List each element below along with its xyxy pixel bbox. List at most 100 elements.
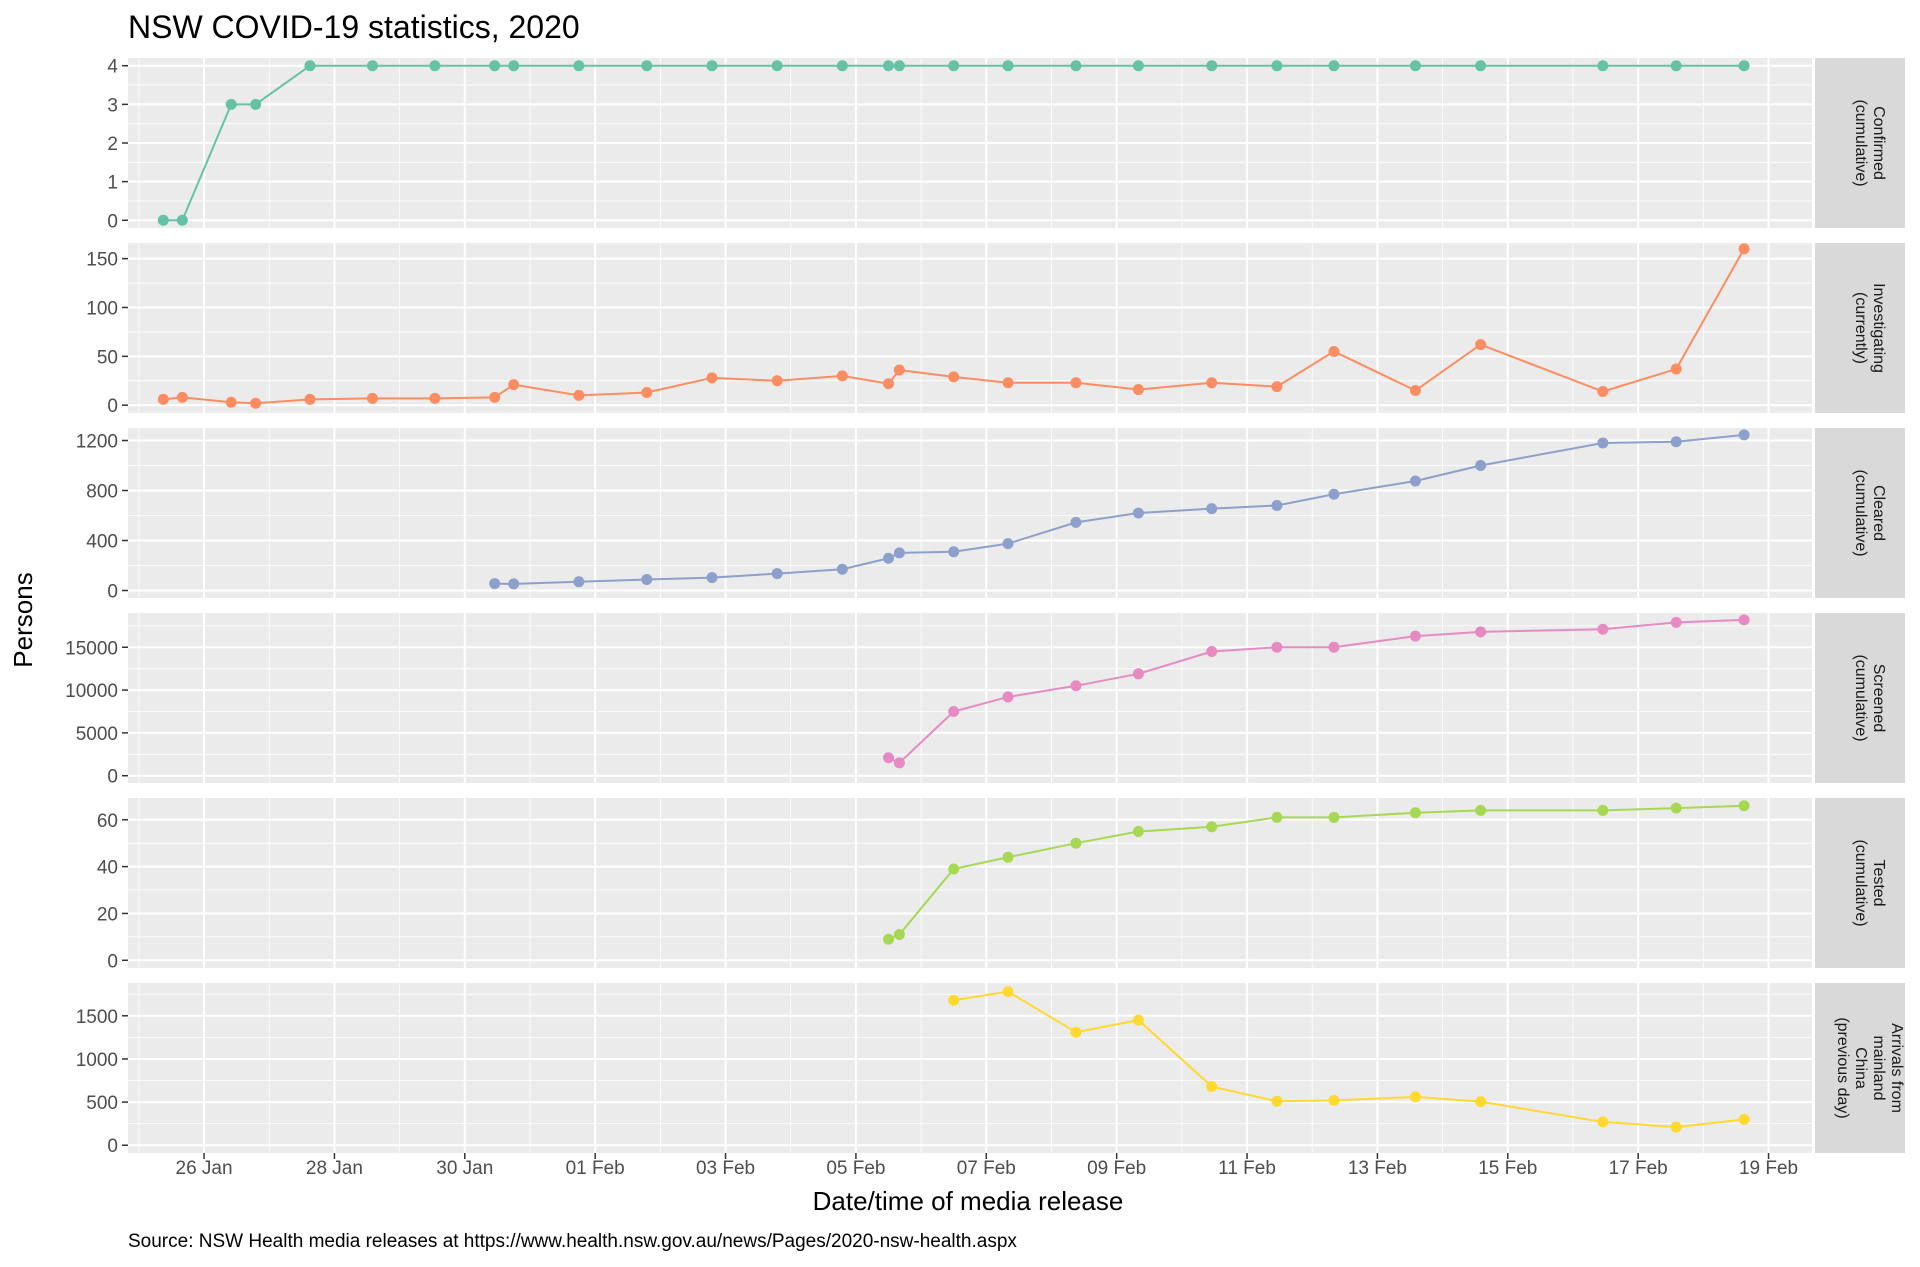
data-point [1002,986,1014,998]
data-point [836,370,848,382]
data-point [225,396,237,408]
data-point [250,397,262,409]
data-point [893,547,905,559]
facet-strip-label: Tested [1870,859,1887,906]
panel-3: 0 400 800 1200 Cleared(cumulative) [76,428,1905,603]
data-point [508,60,520,72]
series-line [888,618,1745,765]
y-tick-label: 0 [107,951,118,972]
x-tick-label: 26 Jan [176,1158,233,1179]
chart-caption: Source: NSW Health media releases at htt… [128,1231,1017,1252]
data-point [1206,503,1218,515]
data-point [429,60,441,72]
data-point [1409,807,1421,819]
data-point [366,60,378,72]
data-point [1738,1113,1750,1125]
data-point [771,375,783,387]
data-point [1132,668,1144,680]
data-point [1132,1014,1144,1026]
facet-strip-label: Arrivals from [1888,1023,1905,1113]
data-point [1132,825,1144,837]
data-point [1328,641,1340,653]
data-point [948,863,960,875]
data-point [366,392,378,404]
data-point [641,60,653,72]
data-point [883,933,895,945]
data-point [1670,1121,1682,1133]
facet-strip-label: Screened [1870,664,1887,733]
data-point [771,60,783,72]
data-point [1206,646,1218,658]
data-point [176,391,188,403]
y-tick-label: 0 [107,211,118,232]
data-point [1002,691,1014,703]
data-point [1475,626,1487,638]
chart-title: NSW COVID-19 statistics, 2020 [128,9,580,45]
panel-background [128,983,1812,1153]
data-point [1738,429,1750,441]
data-point [1597,437,1609,449]
data-point [1670,60,1682,72]
panel-2: 0 50 100 150 Investigating(currently) [86,243,1905,417]
x-tick-label: 17 Feb [1609,1158,1668,1179]
data-point [1070,516,1082,528]
data-point [157,214,169,226]
data-point [1475,339,1487,351]
y-tick-label: 1000 [76,1050,118,1071]
data-point [1206,60,1218,72]
facet-strip [1815,798,1905,968]
data-point [706,60,718,72]
facet-strip [1815,613,1905,783]
data-point [948,705,960,717]
y-tick-label: 60 [97,811,118,832]
data-point [948,371,960,383]
data-point [1328,488,1340,500]
data-point [1738,800,1750,812]
facet-strip [1815,983,1905,1153]
data-point [1475,1096,1487,1108]
facet-strip-label: (currently) [1852,292,1869,364]
facet-strip-label: Confirmed [1870,106,1887,180]
data-point [1070,680,1082,692]
facet-strip [1815,58,1905,228]
y-tick-label: 20 [97,904,118,925]
data-point [1328,1094,1340,1106]
x-tick-label: 09 Feb [1087,1158,1146,1179]
y-tick-label: 400 [86,532,118,553]
data-point [883,60,895,72]
panel-background [128,798,1812,968]
data-point [1409,60,1421,72]
x-tick-label: 30 Jan [436,1158,493,1179]
data-point [1597,60,1609,72]
y-tick-label: 1200 [76,432,118,453]
data-point [1002,60,1014,72]
data-point [836,60,848,72]
data-point [489,60,501,72]
series-line [953,990,1745,1129]
data-point [883,752,895,764]
x-tick-label: 13 Feb [1348,1158,1407,1179]
x-tick-label: 11 Feb [1218,1158,1276,1179]
x-tick-label: 05 Feb [826,1158,885,1179]
data-point [1409,1091,1421,1103]
data-point [1670,363,1682,375]
facet-strip-label: (cumulative) [1852,469,1869,556]
data-point [641,574,653,585]
y-tick-label: 50 [97,347,118,368]
data-point [893,60,905,72]
x-axis: 26 Jan 28 Jan 30 Jan 01 Feb 03 Feb 05 Feb 07 F… [176,1153,1798,1179]
panel-6: 0 500 1000 1500 Arrivals frommainlandChina(p… [76,983,1905,1157]
data-point [1670,616,1682,628]
data-point [948,994,960,1006]
data-point [771,568,783,580]
data-point [1409,475,1421,487]
data-point [1328,60,1340,72]
facet-strip [1815,243,1905,413]
facet-strip-label: Investigating [1870,283,1887,373]
y-tick-label: 800 [86,482,118,503]
y-tick-label: 3 [107,95,118,116]
series-line [163,64,1745,222]
y-tick-label: 0 [107,396,118,417]
x-axis-title: Date/time of media release [813,1186,1124,1216]
data-point [706,572,718,584]
